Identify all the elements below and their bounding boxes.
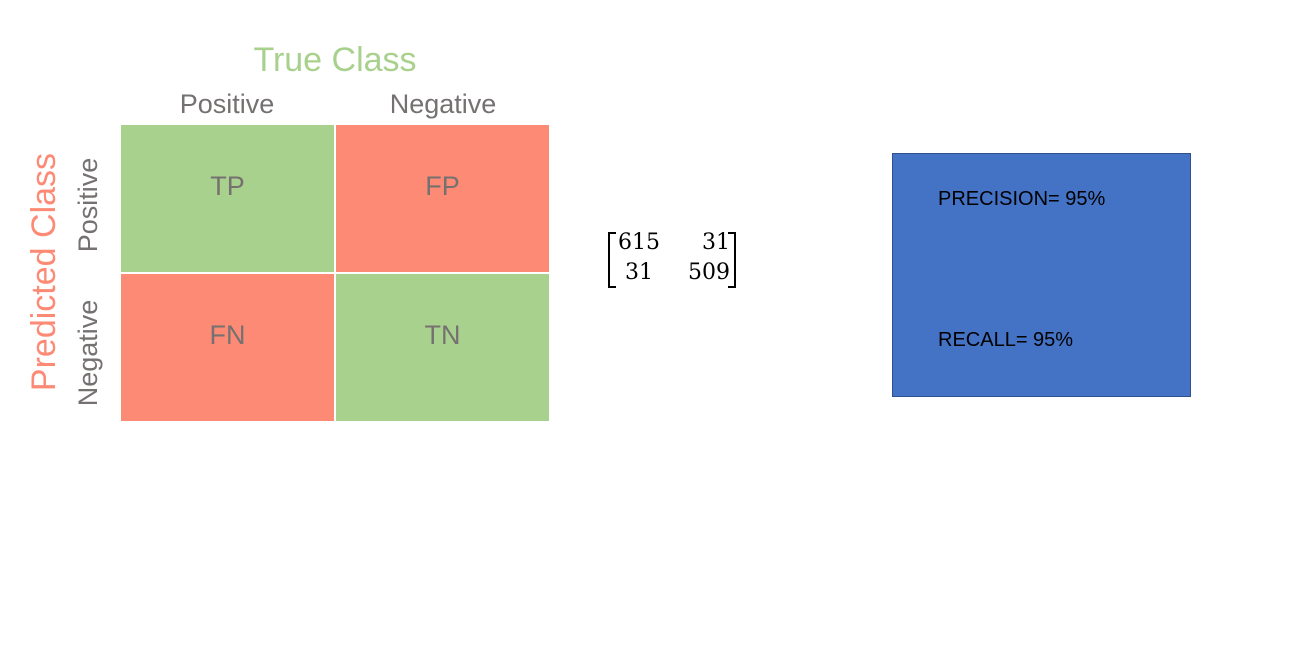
true-class-title: True Class [253,41,417,79]
precision-text: PRECISION= 95% [938,188,1106,210]
cell-true-negative: TN [336,274,549,421]
matrix-value: 615 [618,230,660,255]
cell-false-positive: FP [336,125,549,272]
row-label-positive: Positive [73,157,103,253]
recall-text: RECALL= 95% [938,329,1074,351]
column-label-positive: Positive [179,89,275,119]
cell-false-negative: FN [121,274,334,421]
metrics-box: PRECISION= 95% RECALL= 95% [892,153,1191,397]
cell-true-positive: TP [121,125,334,272]
matrix-value: 509 [688,260,730,285]
confusion-matrix-values: 615 31 31 509 [606,230,738,288]
matrix-right-bracket [728,232,736,288]
matrix-left-bracket [608,232,616,288]
predicted-class-title: Predicted Class [25,152,63,392]
column-label-negative: Negative [389,89,497,119]
matrix-value: 31 [625,260,653,285]
matrix-value: 31 [702,230,730,255]
row-label-negative: Negative [73,299,103,407]
